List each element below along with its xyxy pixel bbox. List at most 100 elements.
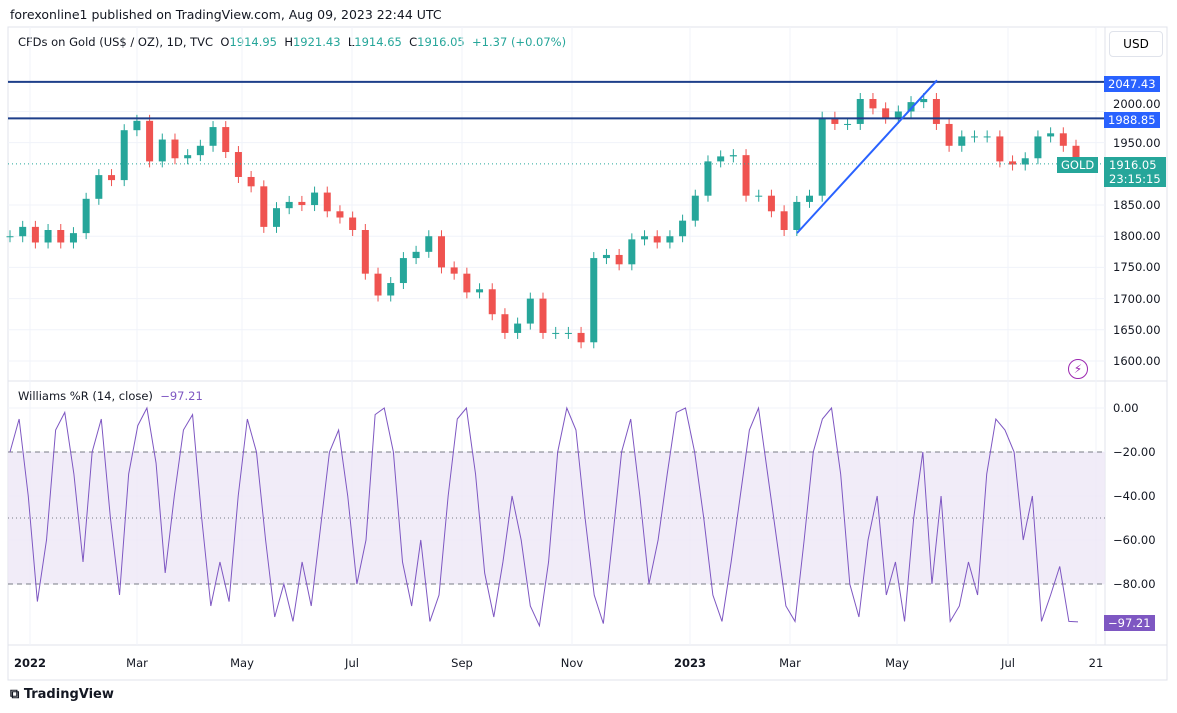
price-tick-label: 1800.00 (1113, 229, 1161, 244)
williams-tick-label: −20.00 (1113, 445, 1156, 459)
candle-body (679, 220, 687, 237)
candle-body (767, 195, 775, 212)
williams-last-tag: −97.21 (1104, 615, 1155, 631)
price-tick-label: 1650.00 (1113, 322, 1161, 337)
candle-body (95, 175, 103, 199)
time-tick-label: 2023 (673, 656, 707, 670)
price-tick-label: 1950.00 (1113, 135, 1161, 150)
candle-body (970, 136, 978, 138)
price-tag-value: 1916.05 (1109, 158, 1157, 172)
candle-body (996, 136, 1004, 162)
candle-body (526, 298, 534, 324)
williams-tick-label: −40.00 (1113, 489, 1156, 503)
candle-body (602, 254, 610, 259)
open-value: 1914.95 (229, 35, 277, 49)
candle-body (399, 258, 407, 284)
candle-body (31, 226, 39, 243)
candle-body (19, 226, 27, 237)
price-tick-label: 1600.00 (1113, 354, 1161, 368)
candle-body (412, 251, 420, 259)
candle-body (641, 236, 649, 240)
candle-body (844, 123, 852, 125)
candle-body (450, 267, 458, 274)
candle-body (920, 99, 928, 103)
candle-body (298, 201, 306, 206)
candle-body (894, 111, 902, 118)
currency-button[interactable]: USD (1109, 31, 1163, 57)
candle-body (323, 192, 331, 212)
time-tick-label: 21 (1088, 656, 1104, 670)
candle-body (958, 136, 966, 146)
candle-body (273, 208, 280, 227)
candle-body (234, 152, 242, 177)
candle-body (818, 117, 826, 196)
candle-body (653, 236, 661, 243)
candle-body (285, 201, 293, 209)
time-tick-label: Mar (126, 656, 148, 670)
candle-body (437, 236, 445, 268)
high-label: H (284, 35, 293, 49)
williams-line (9, 406, 1079, 628)
time-tick-label: Jul (345, 656, 359, 670)
candle-body (806, 195, 813, 202)
symbol-tag: GOLD (1057, 157, 1099, 173)
candle-body (387, 283, 395, 296)
candle-body (704, 161, 712, 196)
williams-tick-label: 0.00 (1113, 401, 1139, 415)
candle-body (932, 99, 940, 124)
candle-body (247, 176, 255, 187)
candle-body (463, 273, 471, 293)
williams-legend: Williams %R (14, close) −97.21 (18, 389, 203, 403)
time-tick-label: May (230, 656, 254, 670)
chart-frame (7, 26, 1168, 681)
time-tick-label: May (885, 656, 909, 670)
countdown: 23:15:15 (1109, 172, 1161, 186)
tv-logo-icon: ⧉ (10, 687, 24, 702)
candle-body (133, 120, 141, 131)
candle-body (755, 195, 763, 197)
candle-body (69, 233, 77, 243)
candle-body (983, 136, 991, 138)
candle-body (552, 332, 560, 334)
candle-body (120, 130, 128, 181)
williams-tick-label: −60.00 (1113, 533, 1156, 547)
price-tag: 1916.05 23:15:15 (1104, 157, 1166, 187)
high-value: 1921.43 (292, 35, 341, 49)
candle-body (209, 127, 217, 146)
candle-body (882, 108, 890, 118)
candle-body (780, 211, 788, 231)
candle-body (539, 298, 547, 333)
trend-line (796, 79, 938, 234)
candle-body (82, 198, 90, 234)
time-tick-label: Nov (560, 656, 584, 670)
candle-body (945, 123, 953, 146)
candle-body (108, 175, 116, 181)
candle-body (361, 230, 369, 274)
price-tick-label: 1700.00 (1113, 291, 1161, 306)
candle-body (1072, 145, 1080, 164)
price-tick-label: 1850.00 (1113, 198, 1161, 213)
symbol-name: CFDs on Gold (US$ / OZ), 1D, TVC (18, 35, 214, 49)
candle-body (869, 99, 877, 109)
candle-body (590, 258, 598, 343)
candle-body (729, 155, 737, 157)
candle-body (222, 127, 230, 153)
candle-body (57, 230, 65, 243)
candle-body (349, 217, 357, 231)
candle-body (158, 139, 166, 162)
time-tick-label: Mar (779, 656, 801, 670)
footer-brand: TradingView (23, 687, 114, 702)
candle-body (311, 192, 319, 206)
candle-body (260, 186, 268, 227)
candle-body (615, 254, 623, 265)
candle-body (1021, 158, 1029, 165)
candle-body (691, 195, 699, 221)
candle-body (476, 289, 484, 293)
tradingview-logo[interactable]: ⧉ TradingView (10, 687, 114, 702)
lightning-icon[interactable]: ⚡ (1068, 359, 1088, 379)
candle-body (1034, 136, 1042, 159)
candle-body (793, 201, 801, 231)
candle-body (6, 236, 14, 238)
candle-body (856, 99, 864, 124)
